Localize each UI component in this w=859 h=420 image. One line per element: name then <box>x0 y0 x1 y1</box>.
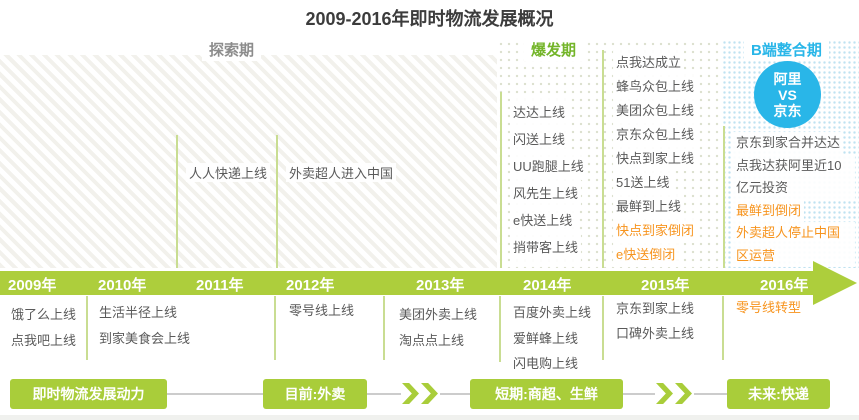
flow-connector <box>440 393 470 395</box>
event-item: 口碑外卖上线 <box>613 321 698 346</box>
flow-box-short-term: 短期:商超、生鲜 <box>470 379 623 409</box>
year-label-2015: 2015年 <box>641 277 690 294</box>
event-item: 捎带客上线 <box>510 234 582 261</box>
column-divider <box>602 296 604 360</box>
year-label-2010: 2010年 <box>98 277 147 294</box>
event-item: 点我达成立 <box>613 51 685 75</box>
bottom-edge-strip <box>0 415 859 420</box>
year-label-2012: 2012年 <box>286 277 335 294</box>
events-below-2016: 零号线转型 <box>733 297 805 316</box>
column-divider <box>499 296 501 362</box>
event-item: 闪送上线 <box>510 126 569 153</box>
event-item: 到家美食会上线 <box>96 325 194 351</box>
column-divider <box>383 296 385 360</box>
events-below-2010: 生活半径上线 到家美食会上线 <box>96 300 194 351</box>
events-above-2012: 外卖超人进入中国 <box>286 163 397 182</box>
year-label-2014: 2014年 <box>523 277 572 294</box>
column-divider <box>176 135 178 268</box>
event-item: e快送上线 <box>510 207 576 234</box>
page-title: 2009-2016年即时物流发展概况 <box>305 9 554 29</box>
events-above-2016: 京东到家合并达达 点我达获阿里近10亿元投资 最鲜到倒闭 外卖超人停止中国区运营 <box>733 132 855 267</box>
timeline-arrow-icon <box>813 261 857 305</box>
flow-connector <box>623 393 655 395</box>
flow-connector <box>367 393 401 395</box>
year-label-2009: 2009年 <box>8 277 57 294</box>
event-item-closed: e快送倒闭 <box>613 243 679 267</box>
flow-connector <box>167 393 263 395</box>
badge-line: VS <box>778 86 797 103</box>
event-item: 快点到家上线 <box>613 147 698 171</box>
events-below-2012: 零号线上线 <box>286 300 358 319</box>
event-item: 京东到家上线 <box>613 297 698 322</box>
events-above-2014: 达达上线 闪送上线 UU跑腿上线 风先生上线 e快送上线 捎带客上线 <box>510 99 587 261</box>
year-label-2011: 2011年 <box>196 277 244 294</box>
event-item: 零号线上线 <box>286 300 358 319</box>
event-item-closed: 快点到家倒闭 <box>613 219 698 243</box>
event-item: 美团众包上线 <box>613 99 698 123</box>
double-chevron-icon <box>402 383 440 404</box>
phase-label-burst: 爆发期 <box>524 38 584 61</box>
flow-box-now: 目前:外卖 <box>263 379 367 409</box>
timeline-band <box>0 271 815 295</box>
flow-label: 目前:外卖 <box>284 386 346 402</box>
events-below-2014: 百度外卖上线 爱鲜蜂上线 闪电购上线 <box>510 300 595 377</box>
event-item-closed: 零号线转型 <box>733 297 805 316</box>
flow-box-driver: 即时物流发展动力 <box>10 379 167 409</box>
flow-box-future: 未来:快递 <box>727 379 830 409</box>
ali-vs-jd-badge: 阿里 VS 京东 <box>754 61 821 128</box>
column-divider <box>86 296 88 360</box>
event-item: 淘点点上线 <box>396 327 468 353</box>
events-above-2011: 人人快递上线 <box>186 163 271 182</box>
event-item-closed: 外卖超人停止中国区运营 <box>733 222 855 267</box>
year-label-2013: 2013年 <box>416 277 465 294</box>
event-item: 51送上线 <box>613 171 673 195</box>
event-item: 风先生上线 <box>510 180 582 207</box>
flow-label: 未来:快递 <box>748 386 809 402</box>
event-item: 点我吧上线 <box>8 327 80 353</box>
event-item: 外卖超人进入中国 <box>286 163 397 182</box>
event-item: 点我达获阿里近10亿元投资 <box>733 154 855 200</box>
event-item: 爱鲜蜂上线 <box>510 325 582 351</box>
events-below-2015: 京东到家上线 口碑外卖上线 <box>613 297 698 346</box>
events-above-2015: 点我达成立 蜂鸟众包上线 美团众包上线 京东众包上线 快点到家上线 51送上线 … <box>613 51 698 267</box>
badge-line: 京东 <box>773 102 802 119</box>
column-divider <box>722 296 724 360</box>
event-item: 美团外卖上线 <box>396 302 481 328</box>
flow-label: 短期:商超、生鲜 <box>495 386 598 402</box>
event-item: UU跑腿上线 <box>510 153 587 180</box>
events-below-2013: 美团外卖上线 淘点点上线 <box>396 302 481 353</box>
event-item: 京东众包上线 <box>613 123 698 147</box>
double-chevron-icon <box>656 383 694 404</box>
year-label-2016: 2016年 <box>760 277 809 294</box>
event-item: 最鲜到上线 <box>613 195 685 219</box>
explore-phase-background <box>0 55 497 268</box>
event-item: 京东到家合并达达 <box>733 132 844 155</box>
event-item: 饿了么上线 <box>8 302 80 328</box>
event-item: 蜂鸟众包上线 <box>613 75 698 99</box>
badge-line: 阿里 <box>773 70 802 87</box>
column-divider <box>723 126 725 268</box>
event-item: 人人快递上线 <box>186 163 271 182</box>
phase-label-integration: B端整合期 <box>744 38 829 61</box>
event-item: 达达上线 <box>510 99 569 126</box>
flow-connector <box>694 393 727 395</box>
column-divider <box>274 296 276 360</box>
events-below-2009: 饿了么上线 点我吧上线 <box>8 302 80 353</box>
column-divider <box>500 92 502 268</box>
event-item: 闪电购上线 <box>510 351 582 377</box>
phase-label-explore: 探索期 <box>202 38 262 61</box>
column-divider <box>276 135 278 268</box>
column-divider <box>602 50 604 268</box>
event-item-closed: 最鲜到倒闭 <box>733 199 805 222</box>
event-item: 百度外卖上线 <box>510 300 595 326</box>
event-item: 生活半径上线 <box>96 300 181 326</box>
flow-label: 即时物流发展动力 <box>32 386 145 402</box>
